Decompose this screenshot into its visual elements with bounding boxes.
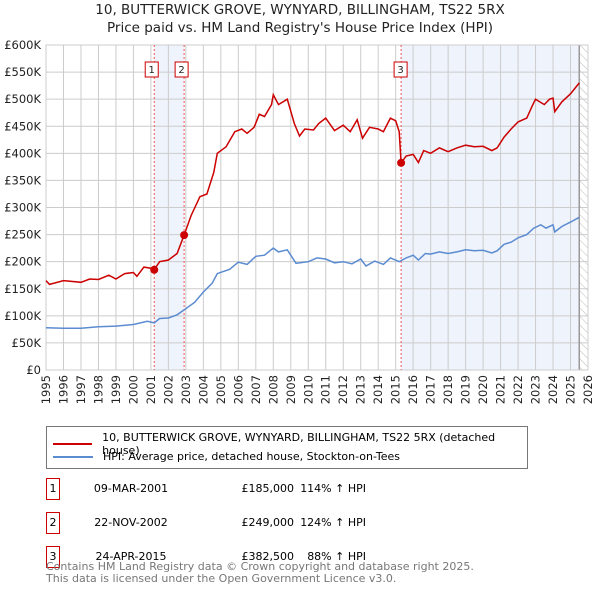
y-tick-label: £500K <box>4 92 41 106</box>
sale-marker-badge: 3 <box>46 546 60 568</box>
sale-point <box>397 158 406 167</box>
red-line-swatch <box>53 443 93 445</box>
sale-label-box <box>174 61 189 78</box>
x-tick-label: 1996 <box>56 375 70 404</box>
legend-label: HPI: Average price, detached house, Stoc… <box>103 450 401 463</box>
y-tick-label: £150K <box>4 282 41 296</box>
legend-item-hpi: HPI: Average price, detached house, Stoc… <box>53 450 400 463</box>
legend: 10, BUTTERWICK GROVE, WYNYARD, BILLINGHA… <box>46 426 528 469</box>
sale-point <box>180 231 189 240</box>
y-tick-label: £100K <box>4 309 41 323</box>
sale-marker-badge: 2 <box>46 512 60 534</box>
sale-price: £185,000 <box>241 482 295 495</box>
sale-label: 1 <box>149 65 155 76</box>
x-tick-label: 2003 <box>179 375 193 404</box>
price-chart: 1995 1996 1997 1998 1999 2000 2001 2002 2003 2004… <box>4 38 595 404</box>
x-tick-label: 2011 <box>319 375 333 404</box>
x-tick-label: 2020 <box>476 375 490 404</box>
sale-label-box <box>393 61 408 78</box>
x-tick-label: 2001 <box>144 375 158 404</box>
sale-hpi: 88% ↑ HPI <box>307 550 366 563</box>
y-tick-label: £350K <box>4 173 41 187</box>
x-tick-label: 2025 <box>564 375 578 404</box>
sale-row: 2 22-NOV-2002 £249,000 124% ↑ HPI <box>46 512 446 534</box>
y-tick-label: £0 <box>26 363 41 377</box>
x-tick-label: 2016 <box>406 375 420 404</box>
y-tick-label: £450K <box>4 119 41 133</box>
series-line <box>45 216 580 330</box>
x-tick-label: 2002 <box>161 375 175 404</box>
y-tick-label: £600K <box>4 38 41 52</box>
x-tick-label: 2024 <box>546 375 560 404</box>
x-tick-label: 2005 <box>214 375 228 404</box>
sale-label: 2 <box>178 65 184 76</box>
plot-frame <box>45 44 589 371</box>
x-tick-label: 2004 <box>196 375 210 404</box>
chart-title: 10, BUTTERWICK GROVE, WYNYARD, BILLINGHA… <box>95 2 505 18</box>
x-tick-label: 1995 <box>39 375 53 404</box>
x-tick-label: 2021 <box>494 375 508 404</box>
x-tick-label: 2007 <box>249 375 263 404</box>
sale-row: 3 24-APR-2015 £382,500 88% ↑ HPI <box>46 546 446 568</box>
x-tick-label: 2018 <box>441 375 455 404</box>
x-tick-label: 1998 <box>91 375 105 404</box>
sale-price: £382,500 <box>241 550 295 563</box>
x-tick-label: 2010 <box>301 375 315 404</box>
x-tick-label: 2008 <box>266 375 280 404</box>
footer-copyright: Contains HM Land Registry data © Crown c… <box>46 560 474 573</box>
x-tick-label: 2009 <box>284 375 298 404</box>
sale-price: £249,000 <box>241 516 295 529</box>
x-tick-label: 1999 <box>109 375 123 404</box>
y-tick-label: £50K <box>12 336 42 350</box>
sale-point <box>150 265 159 274</box>
footer-licence: This data is licensed under the Open Gov… <box>46 572 397 585</box>
x-tick-label: 2026 <box>581 375 595 404</box>
sale-date: 22-NOV-2002 <box>94 516 168 529</box>
x-tick-label: 2014 <box>371 375 385 404</box>
y-tick-label: £200K <box>4 255 41 269</box>
legend-label: 10, BUTTERWICK GROVE, WYNYARD, BILLINGHA… <box>102 431 496 457</box>
legend-item-property: 10, BUTTERWICK GROVE, WYNYARD, BILLINGHA… <box>53 431 527 457</box>
y-tick-label: £400K <box>4 146 41 160</box>
sale-date: 24-APR-2015 <box>95 550 167 563</box>
chart-subtitle: Price paid vs. HM Land Registry's House … <box>107 20 493 36</box>
x-tick-label: 2015 <box>389 375 403 404</box>
x-tick-label: 1997 <box>74 375 88 404</box>
y-tick-label: £250K <box>4 228 41 242</box>
x-tick-label: 2012 <box>336 375 350 404</box>
sale-label: 3 <box>397 65 403 76</box>
x-tick-label: 2000 <box>126 375 140 404</box>
sale-hpi: 114% ↑ HPI <box>300 482 366 495</box>
sale-hpi: 124% ↑ HPI <box>300 516 366 529</box>
x-tick-label: 2022 <box>511 375 525 404</box>
sale-date: 09-MAR-2001 <box>93 482 169 495</box>
sale-marker-badge: 1 <box>46 478 60 500</box>
x-tick-label: 2006 <box>231 375 245 404</box>
y-tick-label: £300K <box>4 201 41 215</box>
sale-label-box <box>144 61 159 78</box>
x-tick-label: 2023 <box>529 375 543 404</box>
blue-line-swatch <box>53 455 93 458</box>
x-tick-label: 2017 <box>424 375 438 404</box>
x-tick-label: 2013 <box>354 375 368 404</box>
x-tick-label: 2019 <box>459 375 473 404</box>
sale-row: 1 09-MAR-2001 £185,000 114% ↑ HPI <box>46 478 446 500</box>
y-tick-label: £550K <box>4 65 41 79</box>
